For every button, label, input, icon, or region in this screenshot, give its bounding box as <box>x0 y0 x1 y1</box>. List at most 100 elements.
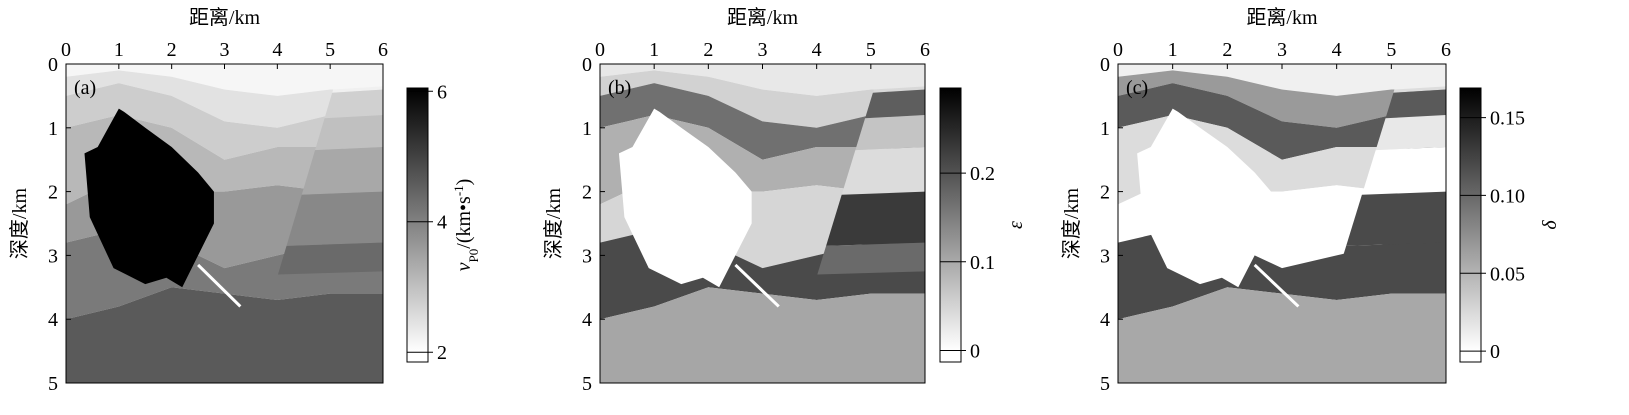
colorbar-gradient <box>1460 88 1481 352</box>
colorbar-label-part: /(km•s <box>453 196 475 249</box>
layer <box>600 64 925 96</box>
x-tick-label: 5 <box>325 39 335 61</box>
x-tick-label: 5 <box>1386 39 1396 61</box>
colorbar-label-part: δ <box>1539 220 1561 230</box>
colorbar-under <box>1460 351 1481 362</box>
colorbar-label: ε <box>1005 221 1027 229</box>
x-tick-label: 2 <box>703 39 713 61</box>
colorbar-under <box>407 352 428 362</box>
layer <box>1118 64 1446 96</box>
x-tick-label: 1 <box>649 39 659 61</box>
layer <box>600 287 925 383</box>
colorbar-tick-label: 6 <box>437 81 447 103</box>
x-axis-label: 距离/km <box>1246 6 1318 29</box>
colorbar-frame <box>406 87 429 363</box>
colorbar-tick-label: 0 <box>970 340 980 362</box>
fault-block <box>826 191 925 246</box>
layer <box>66 287 383 383</box>
fault-block <box>286 191 383 246</box>
panel-label: (a) <box>74 77 96 99</box>
fault-block <box>1375 115 1446 151</box>
x-axis-label: 距离/km <box>189 6 261 29</box>
y-tick-label: 2 <box>48 182 58 204</box>
colorbar-label: δ <box>1539 220 1561 230</box>
colorbar-label-part: -1 <box>451 185 466 196</box>
x-tick-label: 0 <box>1113 39 1123 61</box>
salt-body <box>1137 108 1272 288</box>
y-tick-label: 5 <box>582 373 592 395</box>
salt-body <box>618 108 752 288</box>
x-tick-label: 2 <box>167 39 177 61</box>
panel-label: (b) <box>608 77 631 99</box>
panel-label: (c) <box>1126 77 1148 99</box>
fault-block <box>332 86 383 93</box>
x-tick-label: 6 <box>920 39 930 61</box>
y-tick-label: 2 <box>582 182 592 204</box>
layer <box>1118 83 1446 160</box>
x-tick-label: 3 <box>220 39 230 61</box>
y-tick-label: 4 <box>582 309 592 331</box>
colorbar-tick-label: 4 <box>437 212 447 234</box>
x-tick-label: 1 <box>1168 39 1178 61</box>
colorbar-label-part: v <box>453 262 475 271</box>
fault-block <box>301 146 383 195</box>
fault-block <box>1393 86 1446 93</box>
x-tick-label: 4 <box>812 39 822 61</box>
y-tick-label: 0 <box>1100 54 1110 76</box>
y-axis-label: 深度/km <box>542 188 565 260</box>
x-tick-label: 4 <box>272 39 282 61</box>
x-tick-label: 1 <box>114 39 124 61</box>
heatmap-field <box>66 64 383 383</box>
colorbar-frame <box>939 87 962 363</box>
y-tick-label: 3 <box>48 245 58 267</box>
x-tick-label: 4 <box>1332 39 1342 61</box>
thin-layer <box>734 263 780 308</box>
heatmap-field <box>1118 64 1446 383</box>
fault-block <box>1346 191 1446 246</box>
colorbar-tick-label: 0.15 <box>1490 108 1525 130</box>
fault-block <box>841 146 925 195</box>
colorbar-tick-label: 0.10 <box>1490 185 1525 207</box>
colorbar-tick-label: 0 <box>1490 341 1500 363</box>
colorbar-tick-label: 0.1 <box>970 252 995 274</box>
x-tick-label: 6 <box>1441 39 1451 61</box>
fault-block <box>1337 242 1446 275</box>
y-tick-label: 1 <box>582 118 592 140</box>
x-axis-label: 距离/km <box>727 6 799 29</box>
salt-body <box>84 108 214 288</box>
colorbar-tick-label: 0.2 <box>970 163 995 185</box>
fault-block <box>865 89 925 119</box>
colorbar-tick-label: 0.05 <box>1490 263 1525 285</box>
y-tick-label: 4 <box>1100 309 1110 331</box>
x-tick-label: 0 <box>61 39 71 61</box>
x-tick-label: 6 <box>378 39 388 61</box>
colorbar-label-part: P0 <box>466 249 481 263</box>
x-tick-label: 3 <box>758 39 768 61</box>
layer <box>600 70 925 128</box>
fault-block <box>315 115 383 151</box>
fault-block <box>817 242 925 275</box>
colorbar-label: vP0/(km•s-1) <box>451 179 481 272</box>
panel: 0 1 2 3 4 5 6 0 1 2 3 4 5 距离/km 深度/km (a) 2 4 6 vP0/(km•s-1… <box>8 6 481 395</box>
x-tick-label: 3 <box>1277 39 1287 61</box>
y-tick-label: 5 <box>48 373 58 395</box>
colorbar-gradient <box>940 88 961 351</box>
fault-block <box>855 115 925 151</box>
layer <box>66 64 383 96</box>
y-tick-label: 3 <box>1100 245 1110 267</box>
y-tick-label: 3 <box>582 245 592 267</box>
colorbar-gradient <box>407 88 428 353</box>
layer <box>1118 287 1446 383</box>
fault-block <box>872 86 925 93</box>
thin-layer <box>1253 263 1300 308</box>
y-tick-label: 0 <box>582 54 592 76</box>
x-tick-label: 0 <box>595 39 605 61</box>
x-tick-label: 5 <box>866 39 876 61</box>
y-tick-label: 4 <box>48 309 58 331</box>
layer <box>66 70 383 128</box>
colorbar-under <box>940 350 961 362</box>
colorbar-label-part: ε <box>1005 221 1027 229</box>
